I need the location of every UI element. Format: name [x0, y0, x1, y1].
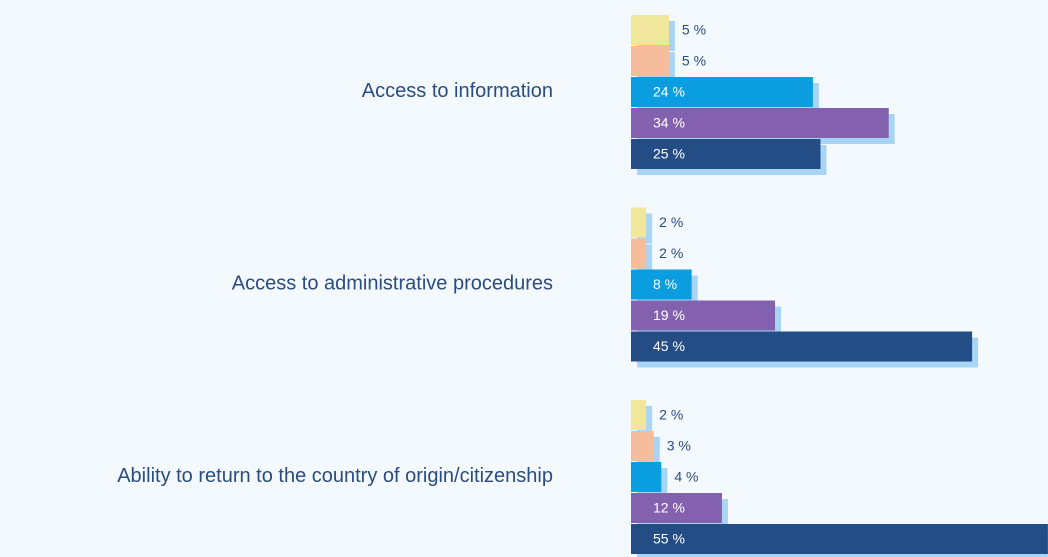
value-label: 12 %	[653, 500, 685, 516]
bar	[631, 238, 647, 269]
category-label: Ability to return to the country of orig…	[117, 465, 553, 487]
category-label: Access to information	[362, 80, 553, 102]
bar	[631, 331, 973, 362]
bar	[631, 15, 669, 45]
value-label: 2 %	[659, 214, 683, 230]
bar	[631, 493, 722, 523]
bar	[631, 300, 776, 331]
bar	[631, 207, 647, 238]
value-label: 5 %	[682, 22, 706, 38]
category-label: Access to administrative procedures	[232, 272, 553, 294]
value-label: 8 %	[653, 276, 677, 292]
bar	[631, 77, 813, 107]
bar	[631, 108, 889, 138]
value-label: 3 %	[667, 438, 691, 454]
bar	[631, 524, 1048, 554]
bar	[631, 46, 669, 76]
bar	[631, 431, 654, 461]
value-label: 2 %	[659, 407, 683, 423]
value-label: 25 %	[653, 146, 685, 162]
bar	[631, 269, 692, 300]
value-label: 2 %	[659, 245, 683, 261]
value-label: 45 %	[653, 338, 685, 354]
value-label: 19 %	[653, 307, 685, 323]
value-label: 5 %	[682, 53, 706, 69]
value-label: 55 %	[653, 531, 685, 547]
value-label: 34 %	[653, 115, 685, 131]
value-label: 4 %	[674, 469, 698, 485]
bar	[631, 400, 647, 430]
bar	[631, 462, 662, 492]
value-label: 24 %	[653, 84, 685, 100]
bar	[631, 139, 821, 169]
